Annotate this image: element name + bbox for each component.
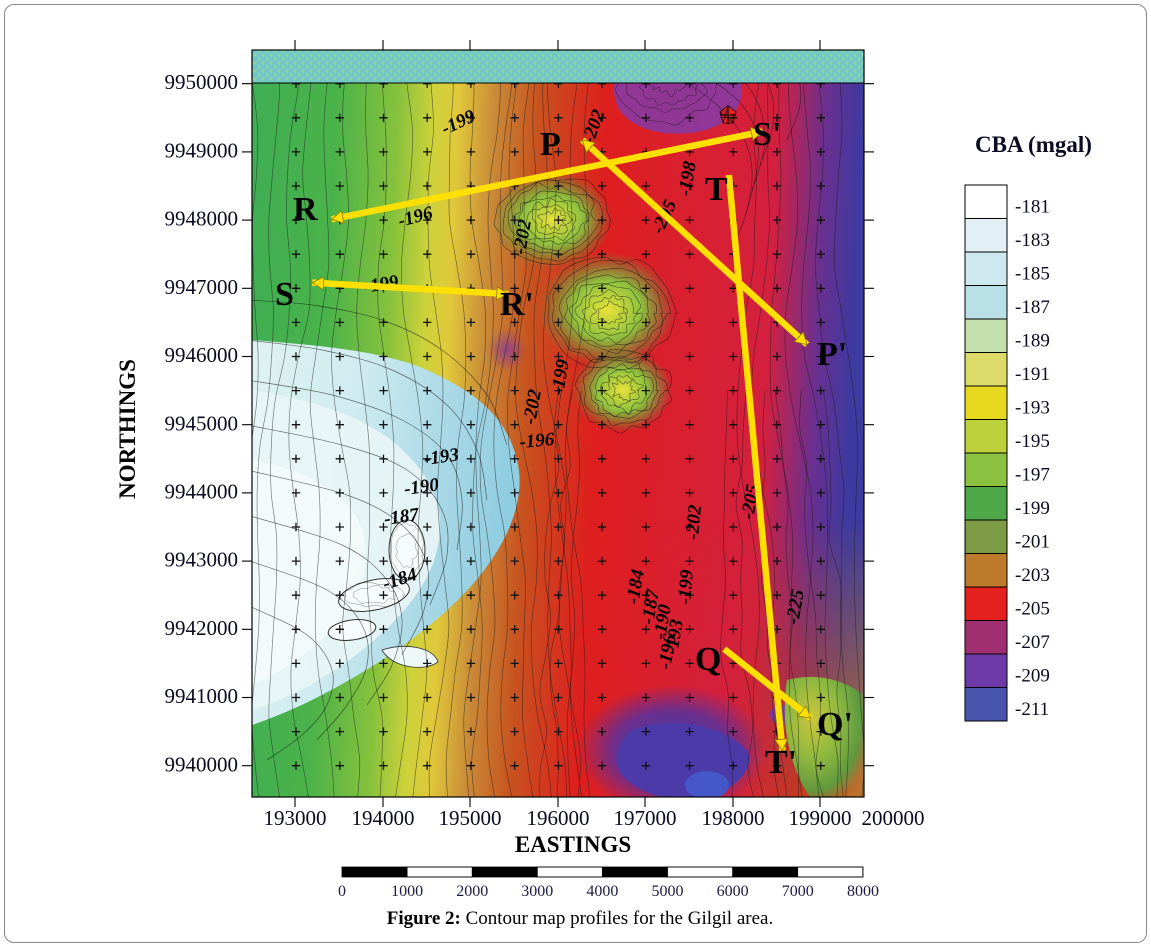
- svg-text:9947000: 9947000: [165, 275, 239, 299]
- svg-text:P: P: [540, 126, 561, 163]
- svg-text:-199: -199: [1015, 498, 1050, 519]
- svg-text:-196: -196: [519, 429, 556, 453]
- svg-text:195000: 195000: [439, 806, 502, 830]
- svg-text:-209: -209: [1015, 666, 1050, 687]
- svg-text:-199: -199: [674, 568, 698, 605]
- svg-text:T: T: [705, 171, 728, 208]
- svg-text:-201: -201: [1015, 532, 1050, 553]
- svg-text:194000: 194000: [352, 806, 415, 830]
- svg-text:-202: -202: [682, 503, 706, 540]
- svg-text:NORTHINGS: NORTHINGS: [115, 359, 140, 499]
- svg-text:7000: 7000: [782, 883, 814, 900]
- svg-text:1000: 1000: [391, 883, 423, 900]
- svg-text:-197: -197: [1015, 465, 1050, 486]
- svg-text:-189: -189: [1015, 331, 1050, 352]
- svg-text:-183: -183: [1015, 230, 1050, 251]
- svg-text:8000: 8000: [847, 883, 879, 900]
- svg-text:9945000: 9945000: [165, 411, 239, 435]
- svg-text:3000: 3000: [521, 883, 553, 900]
- svg-text:198000: 198000: [702, 806, 765, 830]
- svg-text:9942000: 9942000: [165, 616, 239, 640]
- svg-text:CBA (mgal): CBA (mgal): [975, 132, 1092, 157]
- svg-text:9941000: 9941000: [165, 684, 239, 708]
- svg-text:-187: -187: [1015, 297, 1050, 318]
- svg-text:T': T': [765, 744, 797, 781]
- svg-text:9943000: 9943000: [165, 548, 239, 572]
- svg-text:0: 0: [338, 883, 346, 900]
- svg-text:-191: -191: [1015, 364, 1050, 385]
- svg-text:-193: -193: [1015, 398, 1050, 419]
- svg-text:R': R': [500, 286, 534, 323]
- svg-text:Q': Q': [817, 706, 853, 743]
- svg-text:9944000: 9944000: [165, 480, 239, 504]
- svg-text:Q: Q: [695, 641, 721, 678]
- svg-text:-195: -195: [1015, 431, 1050, 452]
- svg-text:9948000: 9948000: [165, 207, 239, 231]
- svg-text:9949000: 9949000: [165, 139, 239, 163]
- svg-text:9950000: 9950000: [165, 70, 239, 94]
- svg-text:EASTINGS: EASTINGS: [515, 832, 631, 857]
- svg-text:197000: 197000: [614, 806, 677, 830]
- svg-text:-207: -207: [1015, 632, 1050, 653]
- svg-text:6000: 6000: [717, 883, 749, 900]
- svg-text:2000: 2000: [456, 883, 488, 900]
- svg-text:200000: 200000: [862, 806, 925, 830]
- svg-text:-185: -185: [1015, 264, 1050, 285]
- svg-text:P': P': [817, 336, 847, 373]
- svg-text:199000: 199000: [789, 806, 852, 830]
- svg-text:4000: 4000: [586, 883, 618, 900]
- svg-text:-211: -211: [1015, 699, 1049, 720]
- svg-text:S': S': [753, 116, 781, 153]
- svg-text:193000: 193000: [264, 806, 327, 830]
- svg-text:9946000: 9946000: [165, 343, 239, 367]
- svg-text:-205: -205: [1015, 599, 1050, 620]
- svg-text:9940000: 9940000: [165, 752, 239, 776]
- svg-text:R: R: [293, 191, 318, 228]
- svg-text:5000: 5000: [652, 883, 684, 900]
- svg-text:S: S: [275, 276, 294, 313]
- svg-text:Figure 2: Contour map profiles: Figure 2: Contour map profiles for the G…: [387, 908, 773, 929]
- svg-text:-181: -181: [1015, 197, 1050, 218]
- svg-text:-203: -203: [1015, 565, 1050, 586]
- svg-text:196000: 196000: [527, 806, 590, 830]
